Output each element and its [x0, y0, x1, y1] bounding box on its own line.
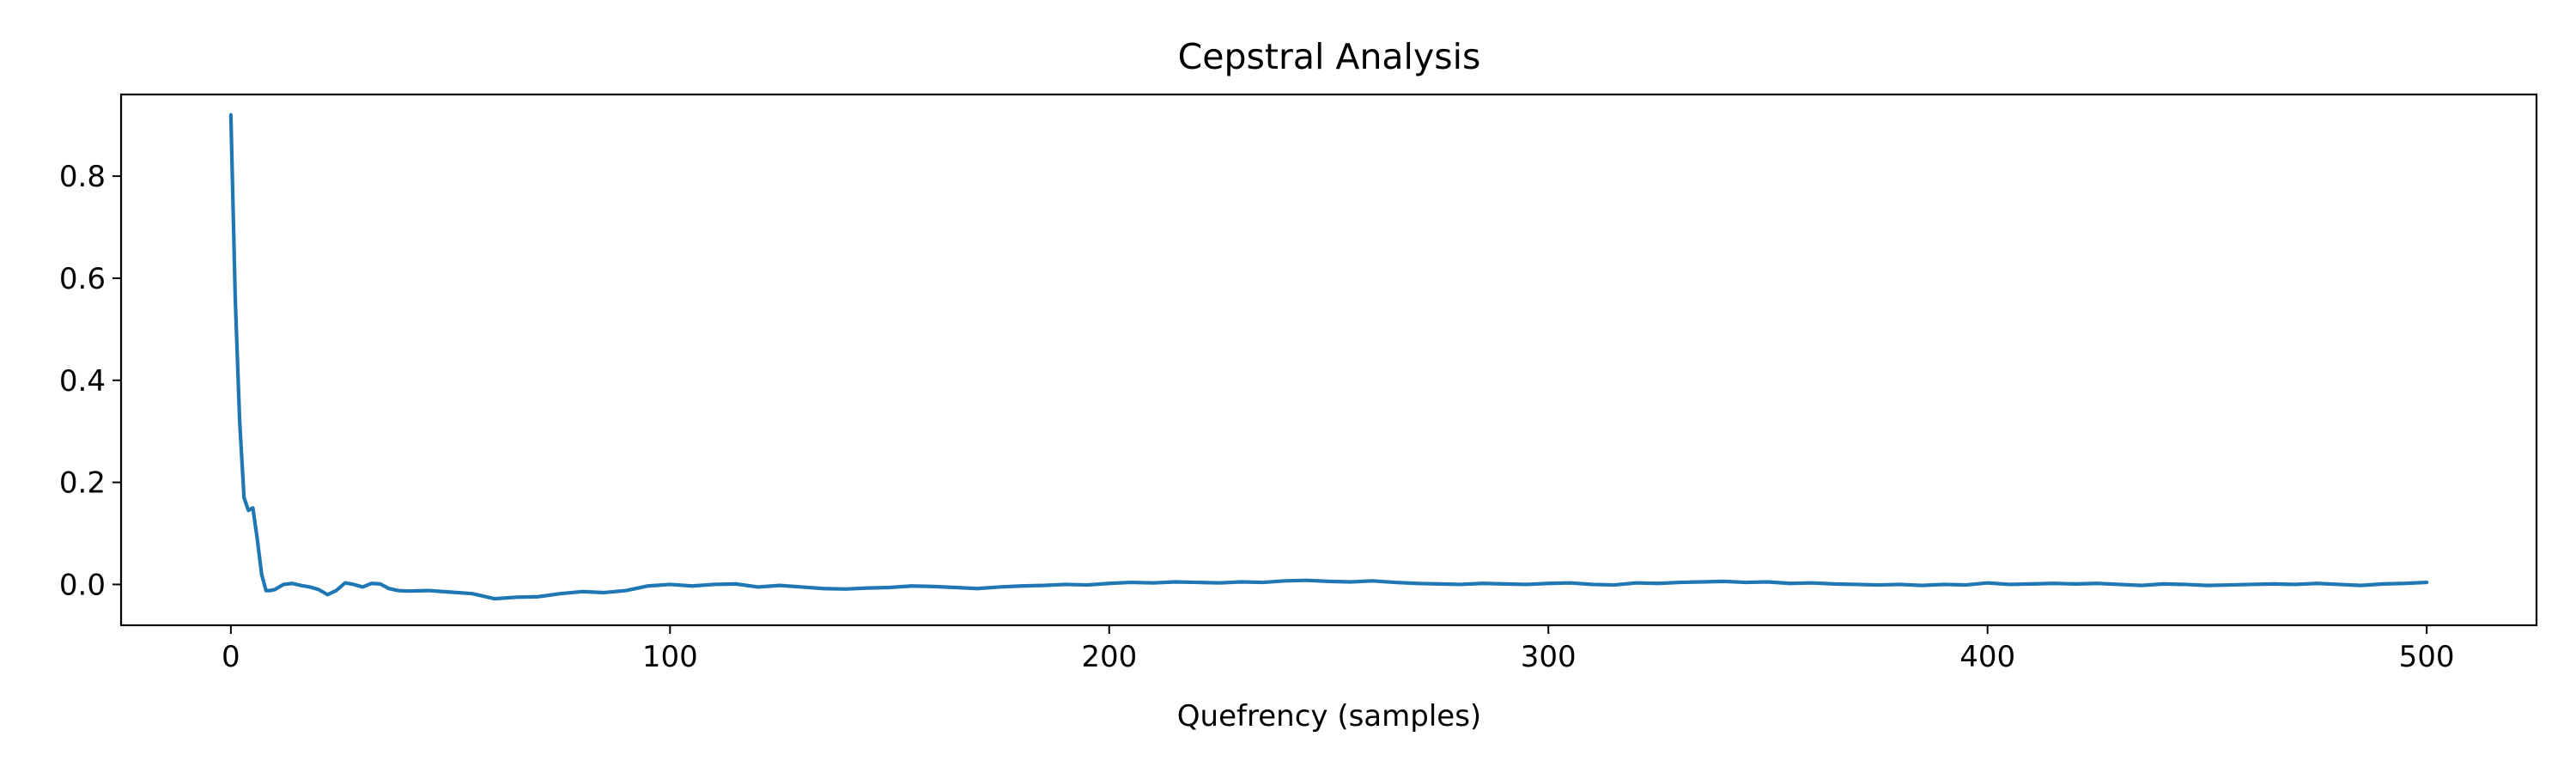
y-tick-label: 0.0: [59, 568, 106, 602]
chart-title: Cepstral Analysis: [1178, 36, 1481, 77]
y-tick-label: 0.6: [59, 262, 106, 296]
x-tick-label: 0: [222, 640, 240, 674]
x-tick-label: 300: [1521, 640, 1577, 674]
x-axis-label: Quefrency (samples): [1177, 699, 1481, 733]
y-tick-label: 0.8: [59, 160, 106, 194]
plot-area: 0 100 200 300 400 500 0.0 0.2 0.4 0.6 0.8: [59, 93, 2538, 674]
x-tick-label: 100: [642, 640, 698, 674]
axes-frame: [119, 93, 2538, 627]
x-tick-label: 400: [1959, 640, 2015, 674]
y-tick-label: 0.4: [59, 364, 106, 399]
x-tick-label: 500: [2399, 640, 2455, 674]
series-line: [228, 113, 2429, 601]
x-tick-label: 200: [1081, 640, 1137, 674]
y-tick-label: 0.2: [59, 466, 106, 501]
